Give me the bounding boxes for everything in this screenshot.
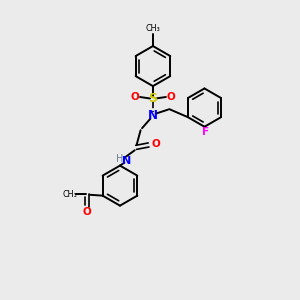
Text: F: F [202,127,209,137]
Text: O: O [167,92,176,102]
Text: H: H [116,154,123,164]
Text: N: N [148,109,158,122]
Text: N: N [122,156,131,166]
Text: O: O [151,140,160,149]
Text: O: O [83,207,92,217]
Text: CH₃: CH₃ [62,190,77,199]
Text: CH₃: CH₃ [146,25,160,34]
Text: O: O [130,92,139,102]
Text: S: S [148,92,158,105]
